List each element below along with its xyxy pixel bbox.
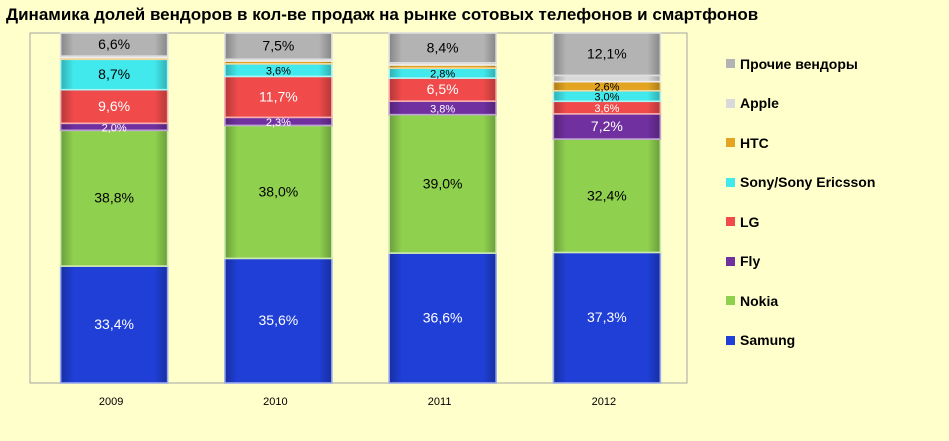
bars-group: 33,4% 38,8% 2,0% 9,6% 8,7% 6,6% 35,6% 38,0% 2,3%…	[59, 32, 662, 384]
bar-segment-apple-2012	[552, 74, 662, 83]
legend-item: Nokia	[726, 281, 946, 321]
legend-swatch	[726, 296, 735, 306]
bar-segment---2011	[388, 32, 497, 64]
legend-label: Samung	[740, 332, 796, 349]
legend-label: LG	[740, 213, 760, 230]
data-label: 3,6%	[594, 103, 619, 115]
x-tick-label: 2010	[263, 396, 287, 408]
legend-item: Fly	[726, 242, 946, 282]
x-tick-label: 2011	[428, 396, 452, 408]
bar-segment-samung-2010	[224, 257, 333, 384]
data-label: 8,7%	[98, 66, 130, 82]
legend-label: HTC	[740, 134, 769, 151]
data-label: 6,5%	[427, 81, 459, 97]
data-label: 38,8%	[94, 190, 134, 206]
bar-segment-lg-2010	[224, 75, 333, 119]
bar-segment-samung-2009	[59, 265, 169, 384]
bar-segment-lg-2009	[59, 88, 169, 125]
data-label: 2,6%	[594, 82, 619, 94]
bar-segment-nokia-2011	[388, 113, 497, 254]
data-label: 3,0%	[594, 92, 619, 104]
legend-label: Nokia	[740, 292, 779, 309]
data-label: 2,0%	[102, 122, 127, 134]
bar-segment---2010	[224, 32, 333, 61]
bar-segment-sony-sony-ericsson-2009	[59, 58, 169, 91]
x-tick-labels: 2009 2010 2011 2012	[99, 396, 616, 408]
legend-item: LG	[726, 202, 946, 242]
data-label: 2,3%	[266, 117, 291, 129]
data-label: 8,4%	[427, 39, 459, 55]
data-label: 32,4%	[587, 187, 627, 203]
data-label: 9,6%	[98, 98, 130, 114]
legend-swatch	[726, 59, 735, 69]
data-label: 6,6%	[98, 36, 130, 52]
bar-segment---2012	[552, 32, 662, 77]
chart-title: Динамика долей вендоров в кол-ве продаж …	[6, 5, 759, 24]
legend-item: Samung	[726, 321, 946, 361]
legend-swatch	[726, 217, 735, 227]
data-label: 2,8%	[430, 69, 455, 81]
legend-item: HTC	[726, 123, 946, 163]
x-tick-label: 2009	[99, 396, 123, 408]
data-label: 36,6%	[423, 310, 463, 326]
bar-segment-nokia-2010	[224, 124, 333, 260]
legend-swatch	[726, 335, 735, 345]
x-tick-label: 2012	[592, 396, 616, 408]
data-label: 37,3%	[587, 309, 627, 325]
data-label: 3,8%	[430, 103, 455, 115]
legend-item: Apple	[726, 84, 946, 124]
legend-swatch	[726, 177, 735, 187]
data-label: 7,5%	[262, 38, 294, 54]
data-label: 39,0%	[423, 175, 463, 191]
legend-label: Fly	[740, 253, 761, 270]
data-label: 3,6%	[266, 66, 291, 78]
data-label: 11,7%	[259, 88, 298, 104]
legend-label: Apple	[740, 95, 779, 112]
legend-item: Sony/Sony Ericsson	[726, 163, 946, 203]
legend: Прочие вендоры Apple HTC Sony/Sony Ericsson…	[726, 44, 946, 360]
data-label: 33,4%	[94, 316, 134, 332]
bar-segment-samung-2011	[388, 252, 497, 384]
data-label: 38,0%	[259, 183, 299, 199]
bar-segment-samung-2012	[552, 251, 662, 384]
legend-swatch	[726, 98, 735, 108]
legend-swatch	[726, 256, 735, 266]
legend-swatch	[726, 138, 735, 148]
bar-segment---2009	[59, 32, 169, 57]
legend-label: Прочие вендоры	[740, 55, 858, 72]
data-label: 35,6%	[259, 312, 299, 328]
data-label: 7,2%	[591, 118, 623, 134]
bar-segment-nokia-2009	[59, 129, 169, 267]
bar-segment-fly-2012	[552, 113, 662, 140]
legend-item: Прочие вендоры	[726, 44, 946, 84]
data-label: 12,1%	[587, 46, 627, 62]
legend-label: Sony/Sony Ericsson	[740, 174, 876, 191]
